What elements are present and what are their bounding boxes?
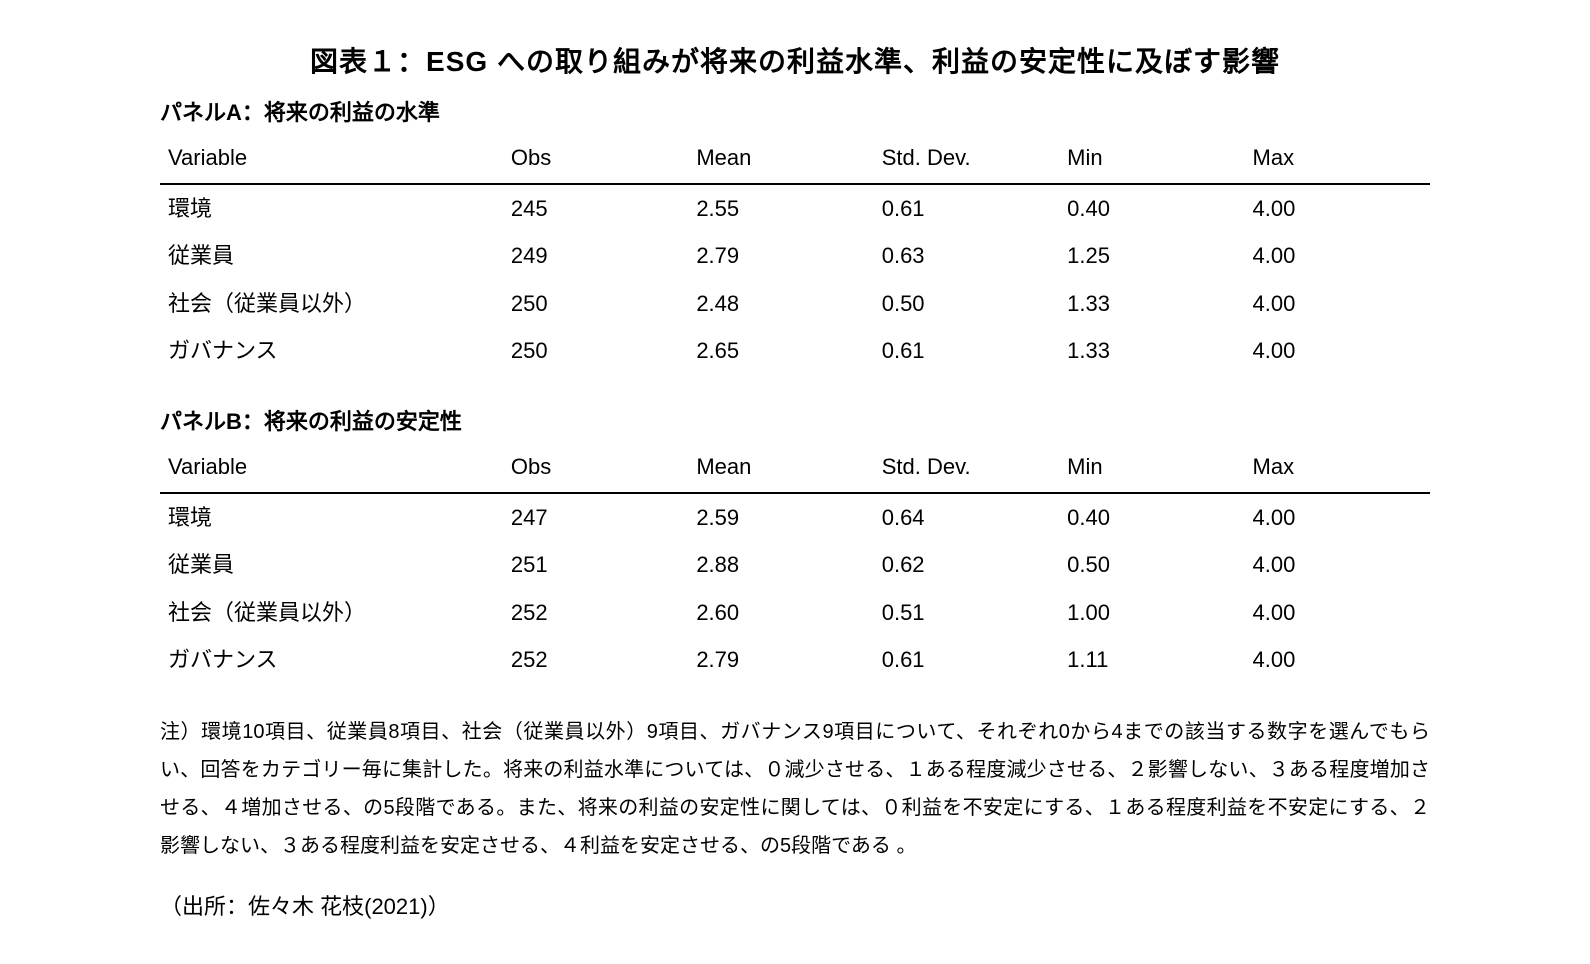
table-cell: 4.00 xyxy=(1245,636,1430,683)
table-cell: 0.51 xyxy=(874,589,1059,636)
col-mean: Mean xyxy=(688,134,873,184)
col-obs: Obs xyxy=(503,134,688,184)
table-cell: 社会（従業員以外） xyxy=(160,589,503,636)
table-cell: ガバナンス xyxy=(160,327,503,374)
table-cell: 環境 xyxy=(160,184,503,232)
table-row: 従業員2512.880.620.504.00 xyxy=(160,541,1430,588)
table-cell: 250 xyxy=(503,280,688,327)
table-cell: 1.25 xyxy=(1059,232,1244,279)
table-header-row: Variable Obs Mean Std. Dev. Min Max xyxy=(160,134,1430,184)
col-stddev: Std. Dev. xyxy=(874,443,1059,493)
table-row: 従業員2492.790.631.254.00 xyxy=(160,232,1430,279)
table-cell: 252 xyxy=(503,636,688,683)
table-cell: 環境 xyxy=(160,493,503,541)
table-header-row: Variable Obs Mean Std. Dev. Min Max xyxy=(160,443,1430,493)
panel-b-table: Variable Obs Mean Std. Dev. Min Max 環境24… xyxy=(160,443,1430,683)
table-cell: 1.00 xyxy=(1059,589,1244,636)
table-cell: 2.48 xyxy=(688,280,873,327)
table-cell: 247 xyxy=(503,493,688,541)
table-cell: 0.61 xyxy=(874,636,1059,683)
table-cell: 4.00 xyxy=(1245,589,1430,636)
table-cell: ガバナンス xyxy=(160,636,503,683)
table-cell: 0.50 xyxy=(1059,541,1244,588)
col-max: Max xyxy=(1245,443,1430,493)
table-cell: 0.40 xyxy=(1059,493,1244,541)
table-row: 社会（従業員以外）2522.600.511.004.00 xyxy=(160,589,1430,636)
table-cell: 0.62 xyxy=(874,541,1059,588)
table-cell: 4.00 xyxy=(1245,541,1430,588)
table-cell: 2.55 xyxy=(688,184,873,232)
table-cell: 1.33 xyxy=(1059,327,1244,374)
panel-a-label: パネルA：将来の利益の水準 xyxy=(160,95,1430,130)
table-cell: 4.00 xyxy=(1245,327,1430,374)
col-variable: Variable xyxy=(160,443,503,493)
table-cell: 0.63 xyxy=(874,232,1059,279)
table-cell: 2.60 xyxy=(688,589,873,636)
table-cell: 4.00 xyxy=(1245,184,1430,232)
table-cell: 1.11 xyxy=(1059,636,1244,683)
col-mean: Mean xyxy=(688,443,873,493)
table-cell: 0.61 xyxy=(874,327,1059,374)
col-min: Min xyxy=(1059,134,1244,184)
table-cell: 2.59 xyxy=(688,493,873,541)
col-max: Max xyxy=(1245,134,1430,184)
panel-b-body: 環境2472.590.640.404.00従業員2512.880.620.504… xyxy=(160,493,1430,683)
panel-a-table: Variable Obs Mean Std. Dev. Min Max 環境24… xyxy=(160,134,1430,374)
table-cell: 252 xyxy=(503,589,688,636)
table-row: 環境2452.550.610.404.00 xyxy=(160,184,1430,232)
table-cell: 2.88 xyxy=(688,541,873,588)
table-cell: 251 xyxy=(503,541,688,588)
table-cell: 1.33 xyxy=(1059,280,1244,327)
table-cell: 従業員 xyxy=(160,232,503,279)
table-cell: 0.50 xyxy=(874,280,1059,327)
table-cell: 245 xyxy=(503,184,688,232)
panel-b-label: パネルB：将来の利益の安定性 xyxy=(160,404,1430,439)
table-cell: 4.00 xyxy=(1245,280,1430,327)
table-cell: 2.65 xyxy=(688,327,873,374)
table-cell: 従業員 xyxy=(160,541,503,588)
table-cell: 250 xyxy=(503,327,688,374)
table-cell: 0.61 xyxy=(874,184,1059,232)
table-cell: 0.40 xyxy=(1059,184,1244,232)
col-stddev: Std. Dev. xyxy=(874,134,1059,184)
table-cell: 2.79 xyxy=(688,232,873,279)
panel-a-body: 環境2452.550.610.404.00従業員2492.790.631.254… xyxy=(160,184,1430,374)
col-variable: Variable xyxy=(160,134,503,184)
table-row: ガバナンス2522.790.611.114.00 xyxy=(160,636,1430,683)
table-cell: 4.00 xyxy=(1245,232,1430,279)
table-note: 注）環境10項目、従業員8項目、社会（従業員以外）9項目、ガバナンス9項目につい… xyxy=(160,713,1430,865)
table-row: 環境2472.590.640.404.00 xyxy=(160,493,1430,541)
table-cell: 249 xyxy=(503,232,688,279)
figure-title: 図表１：ESG への取り組みが将来の利益水準、利益の安定性に及ぼす影響 xyxy=(160,40,1430,85)
table-cell: 社会（従業員以外） xyxy=(160,280,503,327)
col-obs: Obs xyxy=(503,443,688,493)
table-cell: 2.79 xyxy=(688,636,873,683)
table-row: ガバナンス2502.650.611.334.00 xyxy=(160,327,1430,374)
col-min: Min xyxy=(1059,443,1244,493)
table-cell: 0.64 xyxy=(874,493,1059,541)
table-row: 社会（従業員以外）2502.480.501.334.00 xyxy=(160,280,1430,327)
source-citation: （出所：佐々木 花枝(2021)） xyxy=(160,889,1430,924)
table-cell: 4.00 xyxy=(1245,493,1430,541)
